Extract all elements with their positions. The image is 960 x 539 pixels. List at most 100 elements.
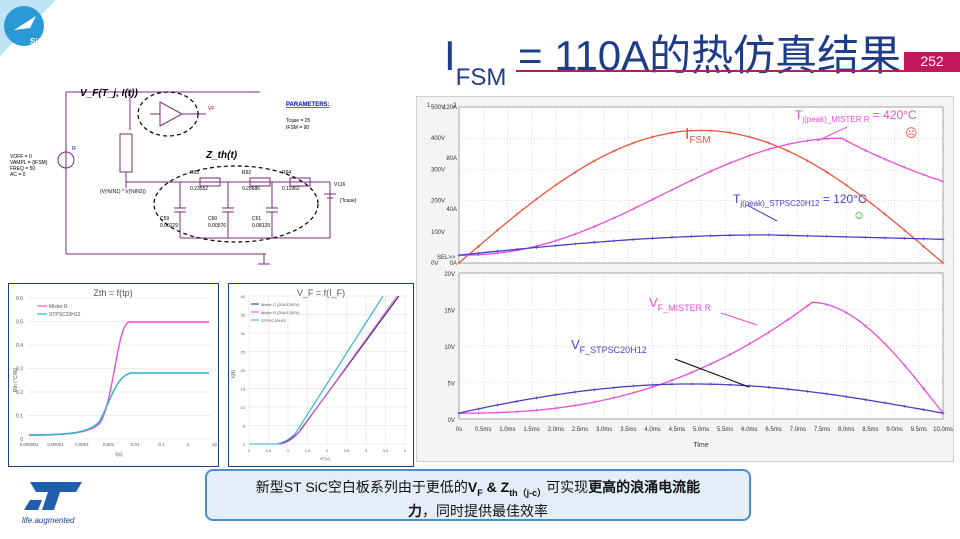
curve-marker [670,188,674,192]
curve-marker [728,131,732,135]
curve-marker [864,324,868,328]
curve-marker [554,244,558,248]
curve-marker [457,411,461,415]
curve-marker [631,238,635,242]
if-label: IF [72,146,76,152]
curve-marker [631,141,635,145]
curve-marker [534,245,538,249]
callout-text: 新型ST SiC空白板系列由于更低的VF & Zth（j-c）可实现更高的浪涌电… [255,479,701,519]
capacitor-name: C60 [208,216,217,222]
curve-marker [709,129,713,133]
curve-marker [496,249,500,253]
axis2-header: 2 [453,103,457,109]
voltage-tick: 300V [431,167,445,173]
curve-marker [941,179,945,183]
curve-marker [476,407,480,411]
curve-marker [670,382,674,386]
zth-yticks: 0.6 0.5 0.4 0.3 0.2 0.1 0 [16,296,23,443]
curve-marker [515,212,519,216]
curve-marker [651,383,655,387]
curve-marker [825,392,829,396]
vf-ytick: 5 [243,424,246,429]
curve-marker [651,236,655,240]
zth-grid [27,297,211,440]
current-tick: 40A [446,207,457,213]
zth-xtick: 0.001 [103,442,115,447]
curve-marker [767,147,771,151]
curve-marker [515,399,519,403]
curve-marker [534,408,538,412]
zth-legend-st: STPSC20H12 [49,312,81,318]
curve-marker [612,216,616,220]
tj-mister-annotation: Tj(peak)_MISTER R = 420°C [795,108,917,124]
curve-marker [515,410,519,414]
curve-marker [593,159,597,163]
curve-marker [767,233,771,237]
curve-marker [747,135,751,139]
ifsm-curve [458,129,944,264]
zth-xtick: 0.00001 [47,442,64,447]
vf-chart: V_F = f(I_F) I(A) VF(V) 4035302520151050… [228,283,414,467]
zth-ytick: 0.2 [16,390,23,396]
time-tick: 3.5ms [620,427,636,433]
curve-marker [651,197,655,201]
curve-marker [631,207,635,211]
time-tick: 5.5ms [717,427,733,433]
curve-marker [922,408,926,412]
curve-marker [689,234,693,238]
curve-marker [476,411,480,415]
curve-marker [573,170,577,174]
vf-curve-r [249,295,398,445]
capacitor-value: 0.00229 [160,223,178,229]
curve-marker [689,129,693,133]
curve-marker [922,244,926,248]
ifsm-annotation: IFSM [685,126,711,146]
curve-marker [825,170,829,174]
curve-marker [883,236,887,240]
curve-marker [573,242,577,246]
zth-curve-mister [28,321,209,436]
curve-marker [728,161,732,165]
curve-marker [728,352,732,356]
resistor-name: R92 [242,170,251,176]
curve-marker [496,411,500,415]
time-tick: 5.0ms [693,427,709,433]
zth-xticks: 0.000001 0.00001 0.0001 0.001 0.01 0.1 1 10 [20,442,218,447]
time-tick: 4.0ms [644,427,660,433]
zth-xtick: 0.000001 [20,442,39,447]
vf-mister-annotation: VF_MISTER R [649,295,712,313]
bottom-ytick: 0V [448,418,455,424]
curve-marker [786,387,790,391]
top-axis-current: 120A 80A 40A 0A [443,105,457,267]
curve-marker [728,233,732,237]
curve-marker [593,240,597,244]
curve-marker [534,396,538,400]
current-tick: 120A [443,105,457,111]
vf-xtick: 2.5 [344,448,350,453]
title-sub: FSM [455,64,507,92]
zth-ytick: 0.3 [16,367,23,373]
curve-marker [864,197,868,201]
curve-marker [805,234,809,238]
curve-marker [844,235,848,239]
vf-ytick: 30 [241,331,246,336]
vf-yticks: 40 35 30 25 20 15 10 5 0 [241,294,246,447]
vf-xtick: 4 [404,448,407,453]
curve-marker [941,261,945,265]
curve-marker [496,403,500,407]
vf-mister-arrow [720,312,758,326]
sim-xticks: 0s 0.5ms 1.0ms 1.5ms 2.0ms 2.5ms 3.0ms 3.5ms 4.0… [456,427,953,433]
resistor-value: 0.11962 [282,186,300,192]
time-tick: 10.0ms [933,427,953,433]
zth-ytick: 0.6 [16,296,23,302]
curve-marker [573,403,577,407]
params-title: PARAMETERS: [286,102,330,108]
sel-label: SEL>> [437,255,456,261]
curve-marker [515,247,519,251]
capacitor-value: 0.08129 [252,223,270,229]
tj-st-arrow [746,204,778,222]
st-tagline: life.augmented [22,516,75,525]
curve-marker [786,149,790,153]
curve-marker [844,139,848,143]
